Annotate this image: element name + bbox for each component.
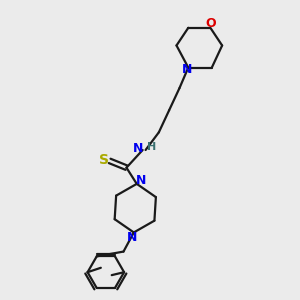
Text: N: N (133, 142, 143, 155)
Text: H: H (147, 142, 157, 152)
Text: N: N (127, 231, 137, 244)
Text: N: N (182, 63, 192, 76)
Text: N: N (136, 174, 146, 187)
Text: S: S (99, 153, 109, 167)
Text: O: O (206, 16, 216, 30)
